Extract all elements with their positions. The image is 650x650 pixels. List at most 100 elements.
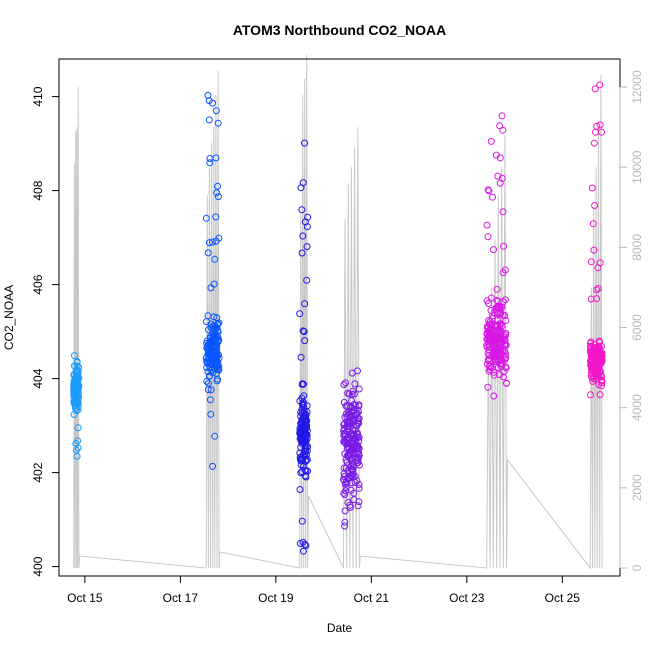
data-point (487, 339, 495, 347)
data-point (496, 122, 504, 130)
data-point (296, 540, 304, 547)
data-point (212, 107, 220, 115)
data-point (211, 432, 219, 440)
data-point (301, 337, 309, 345)
data-point (502, 317, 510, 324)
data-point (212, 237, 220, 245)
data-point (496, 310, 504, 318)
data-point (595, 371, 603, 379)
data-point (304, 213, 312, 221)
data-point (346, 411, 354, 418)
data-point (296, 453, 304, 461)
data-point (594, 264, 602, 272)
data-point (75, 381, 82, 389)
y-tick-label: 410 (31, 86, 45, 106)
data-point (501, 266, 509, 274)
data-point (210, 332, 218, 340)
data-point (212, 213, 220, 221)
x-tick-label: Oct 19 (258, 591, 294, 605)
data-point (72, 446, 80, 454)
data-point (299, 327, 307, 335)
data-point (493, 351, 501, 359)
data-point (214, 182, 222, 190)
data-point (302, 447, 310, 455)
y2-tick-label: 8000 (630, 234, 644, 261)
data-point (204, 312, 212, 320)
data-point (355, 481, 363, 489)
data-point (340, 398, 348, 406)
data-point (211, 255, 219, 263)
data-point (355, 484, 363, 492)
data-point (485, 300, 492, 307)
data-point (341, 507, 349, 515)
data-point (488, 344, 496, 352)
data-point (298, 409, 306, 417)
data-point (206, 396, 214, 404)
flight-1-points (70, 352, 83, 460)
data-point (301, 300, 309, 308)
data-point (485, 187, 493, 195)
data-point (483, 323, 491, 331)
data-point (590, 139, 598, 147)
y-tick-label: 404 (31, 368, 45, 388)
data-point (297, 353, 305, 361)
data-point (598, 349, 606, 357)
data-point (214, 328, 222, 336)
data-point (215, 193, 222, 201)
data-point (353, 477, 361, 485)
data-point (302, 457, 310, 465)
data-point (299, 398, 307, 406)
data-point (298, 468, 306, 476)
x-tick-label: Oct 21 (354, 591, 390, 605)
data-point (348, 369, 356, 377)
data-point (341, 522, 349, 530)
data-point (70, 385, 78, 393)
data-point (344, 452, 352, 460)
data-point (298, 517, 306, 525)
data-point (349, 417, 357, 425)
data-point (301, 139, 309, 147)
data-point (341, 491, 349, 499)
y2-tick-label: 4000 (630, 394, 644, 421)
y-axis-label: CO2_NOAA (2, 285, 16, 350)
data-point (494, 328, 502, 336)
data-point (346, 501, 354, 509)
data-point (588, 184, 596, 192)
data-point (353, 410, 361, 418)
data-point (303, 223, 311, 231)
y2-tick-label: 2000 (630, 474, 644, 501)
data-point (205, 239, 213, 247)
x-tick-label: Oct 15 (67, 591, 103, 605)
data-point (301, 540, 309, 548)
data-point (344, 467, 352, 474)
y-tick-label: 406 (31, 274, 45, 294)
flight-4-points (340, 367, 363, 530)
data-point (208, 340, 216, 348)
data-point (497, 328, 505, 336)
data-point (501, 341, 509, 348)
data-point (587, 343, 595, 351)
data-point (490, 371, 498, 379)
data-point (209, 462, 217, 470)
data-point (298, 380, 306, 388)
data-point (214, 119, 222, 127)
data-point (484, 357, 492, 364)
data-point (71, 352, 78, 360)
data-point (501, 296, 509, 304)
data-point (596, 81, 604, 89)
data-point (350, 440, 358, 447)
data-point (483, 343, 491, 351)
data-point (500, 242, 508, 250)
flight-3-points (296, 139, 312, 555)
data-point (490, 392, 498, 400)
data-point (597, 354, 605, 362)
data-point (298, 424, 306, 432)
data-point (297, 469, 305, 477)
data-point (347, 472, 355, 480)
data-point (351, 380, 359, 388)
data-point (213, 189, 221, 197)
data-point (493, 285, 501, 293)
data-point (301, 416, 309, 424)
y2-tick-label: 6000 (630, 314, 644, 341)
data-point (343, 427, 351, 435)
